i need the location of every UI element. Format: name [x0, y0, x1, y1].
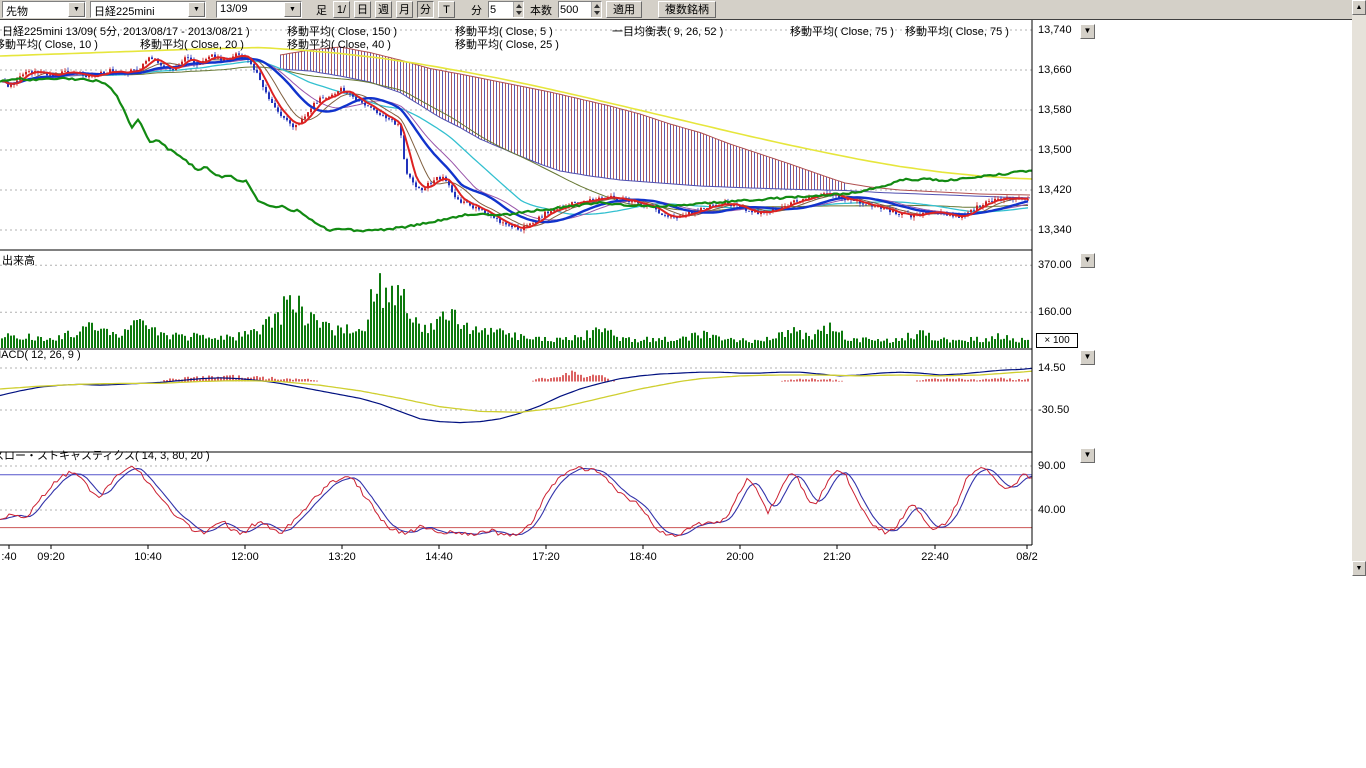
legend-ma75-b: 移動平均( Close, 75 ) — [905, 23, 1009, 39]
volume-panel-dropdown-button[interactable]: ▼ — [1080, 253, 1095, 268]
stoch-panel-dropdown-button[interactable]: ▼ — [1080, 448, 1095, 463]
stoch-panel-label: スロー・ストキャスティクス( 14, 3, 80, 20 ) — [0, 447, 210, 463]
legend-ma20: 移動平均( Close, 20 ) — [140, 36, 244, 52]
time-tick-label: :40 — [1, 551, 16, 563]
volume-panel-label: 出来高 — [2, 252, 35, 268]
price-tick-label: 13,420 — [1038, 184, 1072, 196]
price-tick-label: 13,580 — [1038, 104, 1072, 116]
time-tick-label: 14:40 — [425, 551, 453, 563]
price-tick-label: 13,340 — [1038, 224, 1072, 236]
stoch-tick-label: 90.00 — [1038, 460, 1066, 472]
time-tick-label: 12:00 — [231, 551, 259, 563]
time-tick-label: 09:20 — [37, 551, 65, 563]
stoch-tick-label: 40.00 — [1038, 504, 1066, 516]
legend-ma40: 移動平均( Close, 40 ) — [287, 36, 391, 52]
legend-ma75-a: 移動平均( Close, 75 ) — [790, 23, 894, 39]
time-tick-label: 21:20 — [823, 551, 851, 563]
price-tick-label: 13,740 — [1038, 24, 1072, 36]
legend-ma10: 移動平均( Close, 10 ) — [0, 36, 98, 52]
price-tick-label: 13,660 — [1038, 64, 1072, 76]
macd-panel-dropdown-button[interactable]: ▼ — [1080, 350, 1095, 365]
main-panel-dropdown-button[interactable]: ▼ — [1080, 24, 1095, 39]
macd-tick-label: -30.50 — [1038, 404, 1069, 416]
macd-tick-label: 14.50 — [1038, 362, 1066, 374]
time-tick-label: 20:00 — [726, 551, 754, 563]
time-tick-label: 18:40 — [629, 551, 657, 563]
volume-multiplier-badge: × 100 — [1036, 333, 1078, 348]
chart-area: 日経225mini 13/09( 5分, 2013/08/17 - 2013/0… — [0, 0, 1366, 768]
chart-plot-area[interactable] — [0, 0, 1100, 580]
price-tick-label: 13,500 — [1038, 144, 1072, 156]
legend-ma25: 移動平均( Close, 25 ) — [455, 36, 559, 52]
time-tick-label: 10:40 — [134, 551, 162, 563]
time-tick-label: 22:40 — [921, 551, 949, 563]
vertical-scrollbar-track[interactable] — [1352, 15, 1366, 561]
volume-tick-label: 160.00 — [1038, 306, 1072, 318]
time-tick-label: 13:20 — [328, 551, 356, 563]
scroll-down-button[interactable]: ▼ — [1352, 561, 1366, 576]
scroll-up-button[interactable]: ▲ — [1352, 0, 1366, 15]
legend-ichimoku: 一目均衡表( 9, 26, 52 ) — [612, 23, 723, 39]
macd-panel-label: MACD( 12, 26, 9 ) — [0, 349, 81, 361]
time-tick-label: 17:20 — [532, 551, 560, 563]
time-tick-label: 08/2 — [1016, 551, 1037, 563]
volume-tick-label: 370.00 — [1038, 259, 1072, 271]
